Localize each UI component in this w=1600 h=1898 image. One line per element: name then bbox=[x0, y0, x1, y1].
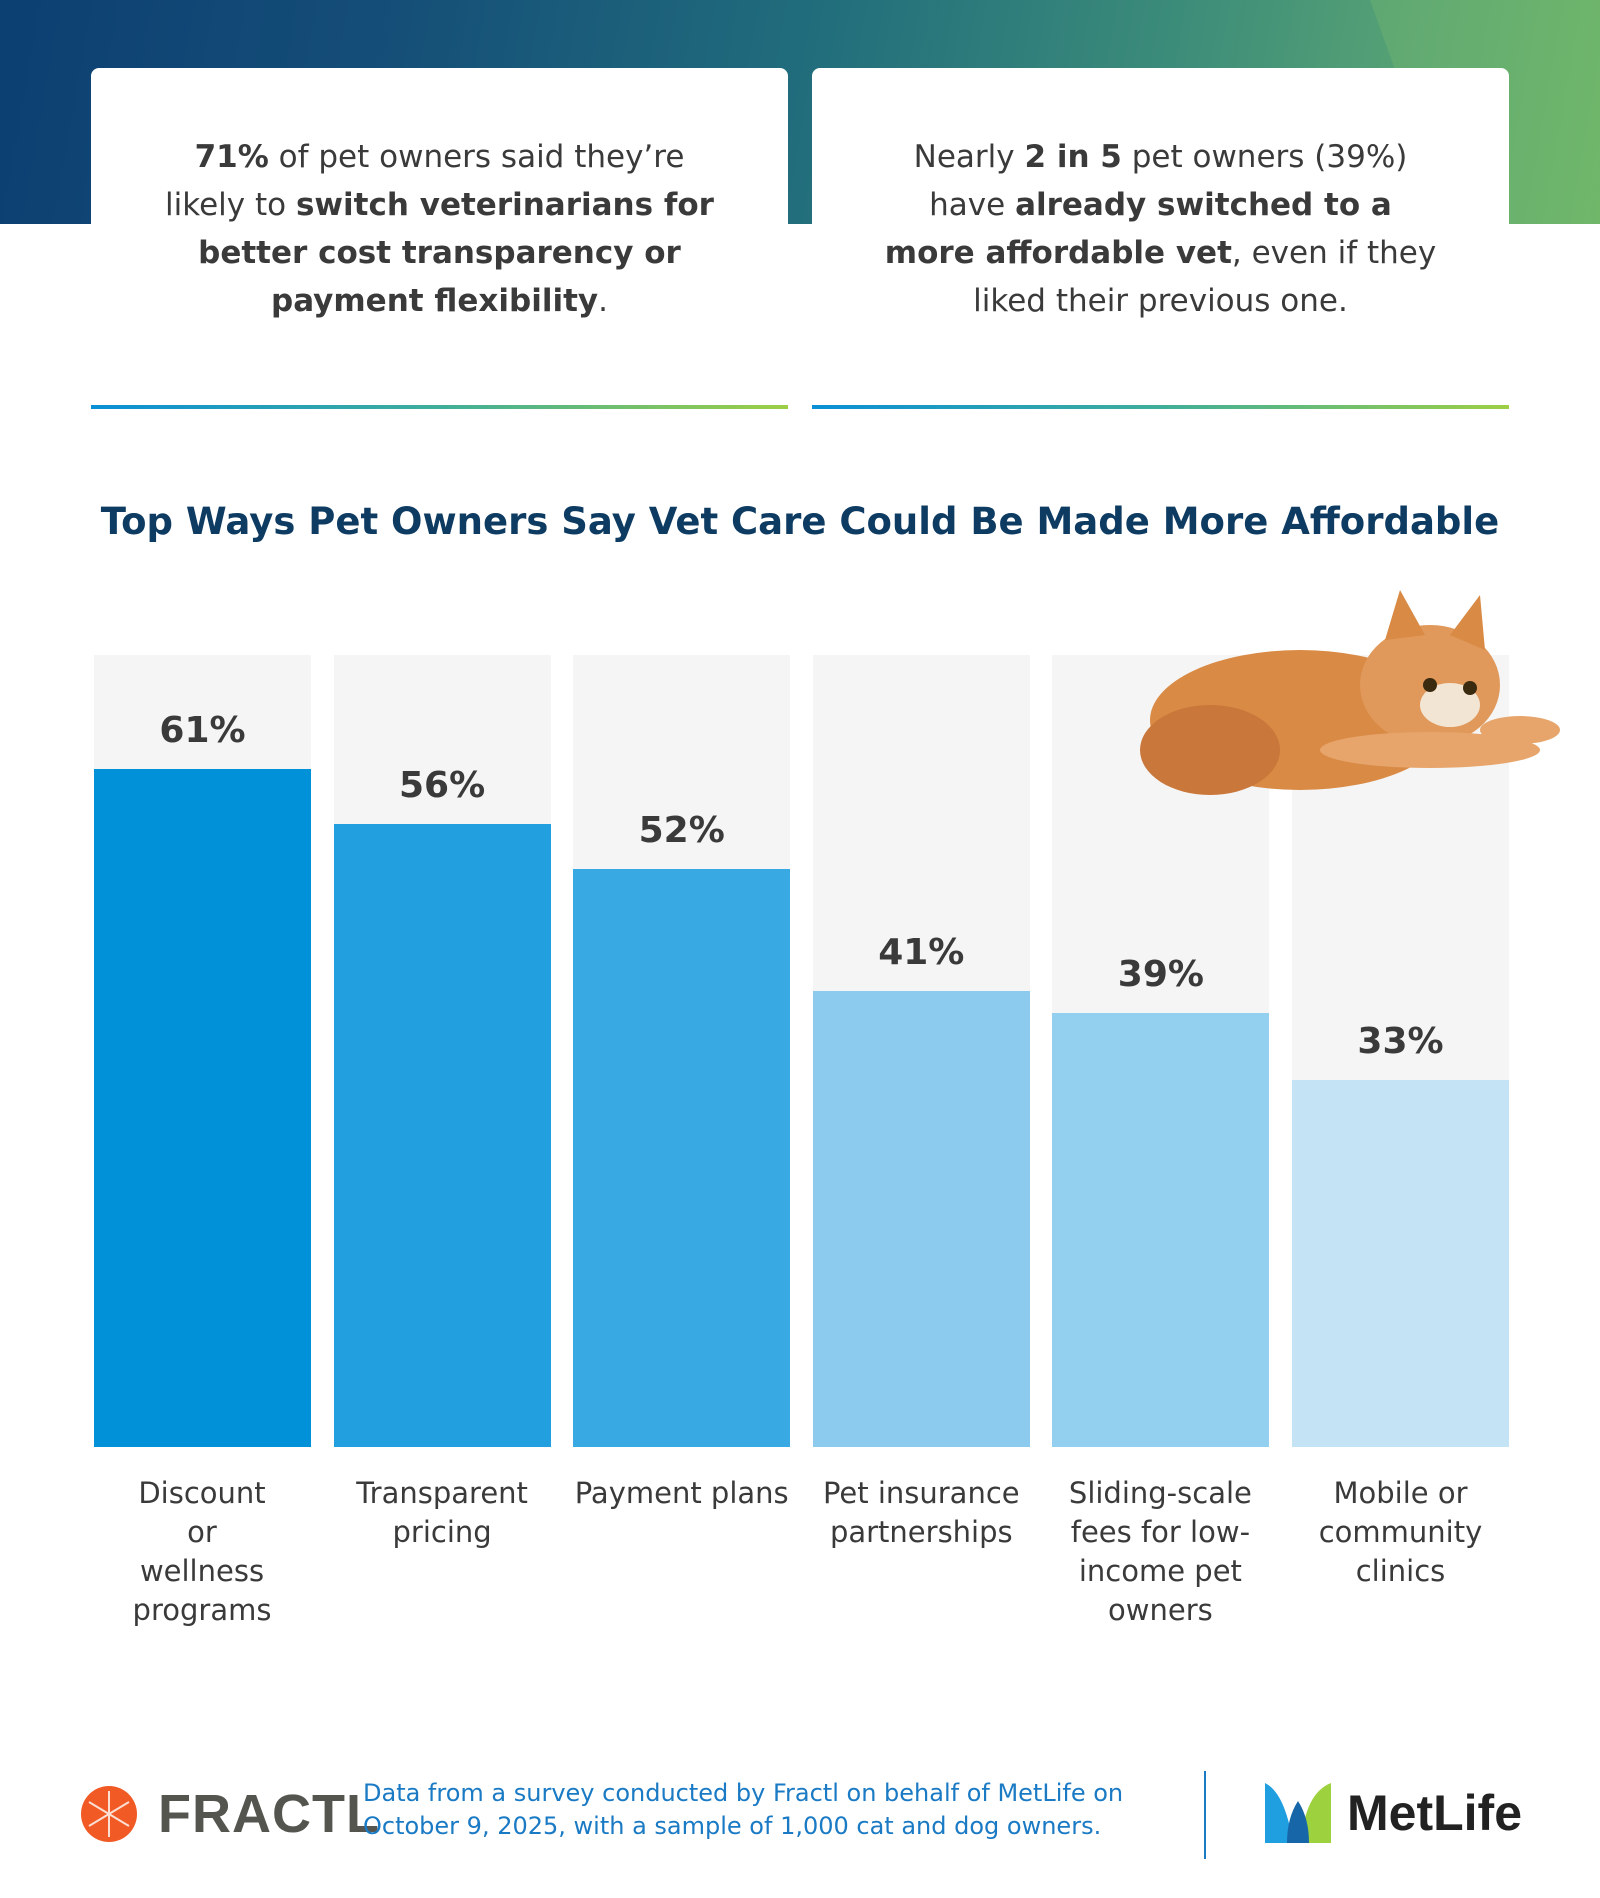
metlife-logo: MetLife bbox=[1265, 1783, 1522, 1843]
chart-title: Top Ways Pet Owners Say Vet Care Could B… bbox=[100, 500, 1500, 543]
category-label: Transparent pricing bbox=[356, 1476, 528, 1549]
data-label: 61% bbox=[159, 709, 246, 751]
category-label: Payment plans bbox=[574, 1476, 789, 1510]
bar bbox=[1292, 1080, 1509, 1447]
bar bbox=[573, 868, 791, 1447]
stat-text: 71% of pet owners said they’re likely to… bbox=[160, 133, 720, 325]
fractl-logo: FRACTL bbox=[80, 1783, 380, 1845]
footer-divider bbox=[1204, 1771, 1206, 1859]
bar bbox=[94, 768, 311, 1447]
data-label: 56% bbox=[399, 765, 486, 807]
bar bbox=[1052, 1013, 1270, 1447]
card-rule bbox=[91, 405, 788, 409]
bar-track: 61% bbox=[94, 655, 311, 1447]
bar-track: 52% bbox=[573, 655, 791, 1447]
card-rule bbox=[812, 405, 1509, 409]
stat-emphasis: 71% bbox=[194, 138, 269, 175]
metlife-wordmark: MetLife bbox=[1347, 1785, 1522, 1841]
category-label: Discount or wellness programs bbox=[132, 1476, 272, 1627]
data-label: 52% bbox=[638, 809, 725, 851]
category-label: Pet insurance partnerships bbox=[822, 1476, 1020, 1549]
category-label: Sliding-scale fees for low-income pet ow… bbox=[1068, 1476, 1252, 1627]
stat-card-2: Nearly 2 in 5 pet owners (39%) have alre… bbox=[812, 68, 1509, 409]
stat-fragment: . bbox=[598, 282, 608, 319]
cat-image bbox=[1140, 590, 1560, 795]
source-note: Data from a survey conducted by Fractl o… bbox=[363, 1779, 1124, 1840]
bar-track: 41% bbox=[812, 655, 1030, 1447]
stat-emphasis: already switched to a more affordable ve… bbox=[884, 186, 1392, 271]
data-label: 39% bbox=[1117, 954, 1204, 996]
data-label: 33% bbox=[1357, 1021, 1444, 1063]
stat-fragment: of pet owners said they’re likely to bbox=[165, 138, 685, 223]
stat-emphasis: 2 in 5 bbox=[1024, 138, 1122, 175]
data-label: 41% bbox=[878, 932, 965, 974]
stat-card-1: 71% of pet owners said they’re likely to… bbox=[91, 68, 788, 409]
bar bbox=[812, 991, 1030, 1447]
fractl-wordmark: FRACTL bbox=[158, 1784, 380, 1844]
category-label: Mobile or community clinics bbox=[1318, 1476, 1483, 1588]
bar bbox=[333, 824, 551, 1447]
stat-emphasis: switch veterinarians for better cost tra… bbox=[198, 186, 714, 319]
stat-text: Nearly 2 in 5 pet owners (39%) have alre… bbox=[881, 133, 1441, 325]
metlife-m-icon bbox=[1265, 1783, 1331, 1843]
fractl-snowflake-icon bbox=[81, 1786, 137, 1842]
stat-fragment: , even if they liked their previous one. bbox=[973, 234, 1437, 319]
bar-track: 56% bbox=[333, 655, 551, 1447]
stat-fragment: pet owners (39%) have bbox=[929, 138, 1408, 223]
stat-fragment: Nearly bbox=[913, 138, 1025, 175]
